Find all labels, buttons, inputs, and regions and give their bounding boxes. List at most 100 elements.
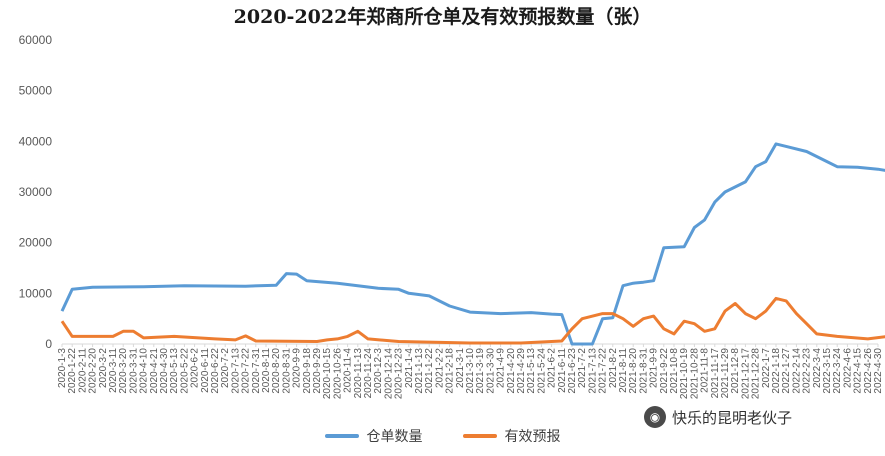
x-tick-label: 2020-4-21 [149,348,160,394]
x-tick-label: 2021-6-11 [557,348,568,393]
x-tick-label: 2021-12-28 [751,348,762,400]
x-tick-label: 2020-11-24 [363,348,374,399]
x-tick-label: 2020-4-10 [139,348,150,394]
x-tick-label: 2021-8-20 [628,348,639,394]
x-tick-label: 2021-3-10 [465,348,476,394]
x-tick-label: 2020-8-20 [271,348,282,394]
x-tick-label: 2021-12-17 [740,348,751,400]
x-tick-label: 2021-8-2 [608,348,619,388]
y-axis: 0 10000 20000 30000 40000 50000 60000 [19,33,53,351]
x-tick-label: 2020-12-23 [394,348,405,400]
x-tick-label: 2021-9-9 [649,348,660,388]
x-tick-label: 2020-12-3 [373,348,384,394]
x-tick-label: 2022-4-30 [873,348,884,394]
x-tick-label: 2020-1-3 [57,348,68,388]
legend-label-warehouse-receipts: 仓单数量 [366,429,423,445]
x-tick-label: 2022-2-23 [802,348,813,394]
x-tick-label: 2020-6-2 [190,348,201,388]
x-tick-label: 2021-11-8 [700,348,711,393]
x-tick-label: 2020-6-11 [200,348,211,393]
legend-item-effective-forecast: 有效预报 [462,426,561,446]
x-tick-label: 2021-11-29 [720,348,731,399]
x-tick-label: 2022-3-4 [812,348,823,388]
x-tick-label: 2021-4-29 [516,348,527,394]
y-tick-label: 10000 [19,286,53,300]
x-tick-label: 2021-12-8 [730,348,741,394]
x-tick-label: 2020-1-22 [67,348,78,394]
x-tick-label: 2020-5-22 [179,348,190,394]
x-tick-label: 2021-10-28 [689,348,700,400]
x-tick-label: 2021-5-13 [526,348,537,394]
y-tick-label: 0 [45,337,52,351]
series-line-effective-forecast [60,296,885,345]
x-tick-label: 2022-3-24 [832,348,843,394]
x-tick-label: 2022-1-7 [761,348,772,388]
x-tick-label: 2021-7-22 [598,348,609,394]
x-tick-label: 2020-6-22 [210,348,221,394]
x-tick-label: 2021-9-22 [659,348,670,394]
x-axis: 2020-1-3 2020-1-22 2020-2-11 2020-2-20 2020-… [57,344,884,399]
x-tick-label: 2021-6-2 [547,348,558,388]
legend-label-effective-forecast: 有效预报 [504,429,561,445]
x-tick-label: 2020-11-13 [353,348,364,399]
series-line-warehouse-receipts [60,142,885,346]
x-tick-label: 2020-9-29 [312,348,323,394]
legend: 仓单数量 有效预报 [0,426,885,446]
x-tick-label: 2021-3-30 [485,348,496,394]
watermark-text: 快乐的昆明老伙子 [672,408,793,427]
x-tick-label: 2021-6-23 [567,348,578,394]
x-tick-label: 2020-3-11 [108,348,119,393]
x-tick-label: 2021-1-4 [404,348,415,388]
x-tick-label: 2020-12-14 [383,348,394,400]
x-tick-label: 2021-4-20 [506,348,517,394]
x-tick-label: 2022-1-18 [771,348,782,394]
x-tick-label: 2021-7-2 [577,348,588,388]
x-tick-label: 2021-7-13 [587,348,598,394]
wechat-icon: ◉ [644,406,666,428]
x-tick-label: 2021-3-19 [475,348,486,394]
x-tick-label: 2022-3-15 [822,348,833,394]
x-tick-label: 2022-4-26 [863,348,874,394]
x-tick-label: 2020-9-9 [292,348,303,388]
x-tick-label: 2020-2-11 [77,348,88,393]
x-tick-label: 2021-10-19 [679,348,690,400]
chart-title: 2020-2022年郑商所仓单及有效预报数量（张） [233,6,652,28]
x-tick-label: 2021-2-2 [434,348,445,388]
y-tick-label: 30000 [19,185,53,199]
x-tick-label: 2020-7-2 [220,348,231,388]
x-tick-label: 2021-5-24 [536,348,547,394]
x-tick-label: 2022-4-6 [842,348,853,388]
x-tick-label: 2020-7-13 [230,348,241,394]
x-tick-label: 2020-3-2 [98,348,109,388]
x-tick-label: 2020-7-31 [251,348,262,394]
x-tick-label: 2021-4-9 [496,348,507,388]
y-tick-label: 50000 [19,84,53,98]
x-tick-label: 2020-3-20 [118,348,129,394]
x-tick-label: 2021-1-22 [424,348,435,394]
x-tick-label: 2021-2-18 [445,348,456,394]
y-tick-label: 20000 [19,236,53,250]
watermark: ◉ 快乐的昆明老伙子 [640,404,797,430]
x-tick-label: 2021-10-8 [669,348,680,394]
y-tick-label: 60000 [19,33,53,47]
x-tick-label: 2022-4-15 [853,348,864,394]
x-tick-label: 2020-11-4 [343,348,354,393]
y-tick-label: 40000 [19,134,53,148]
x-tick-label: 2020-3-31 [128,348,139,394]
x-tick-label: 2020-5-13 [169,348,180,394]
x-tick-label: 2021-8-31 [638,348,649,394]
x-tick-label: 2022-1-27 [781,348,792,394]
x-tick-label: 2022-2-14 [791,348,802,394]
legend-swatch-warehouse-receipts [324,434,359,438]
x-tick-label: 2020-8-31 [281,348,292,394]
series-group [60,142,885,346]
x-tick-label: 2021-11-17 [710,348,721,399]
x-tick-label: 2020-10-26 [332,348,343,400]
x-tick-label: 2020-2-20 [88,348,99,394]
legend-swatch-effective-forecast [462,434,497,438]
x-tick-label: 2020-8-11 [261,348,272,393]
x-tick-label: 2021-3-1 [455,348,466,388]
x-tick-label: 2020-10-15 [322,348,333,400]
x-tick-label: 2021-1-13 [414,348,425,394]
